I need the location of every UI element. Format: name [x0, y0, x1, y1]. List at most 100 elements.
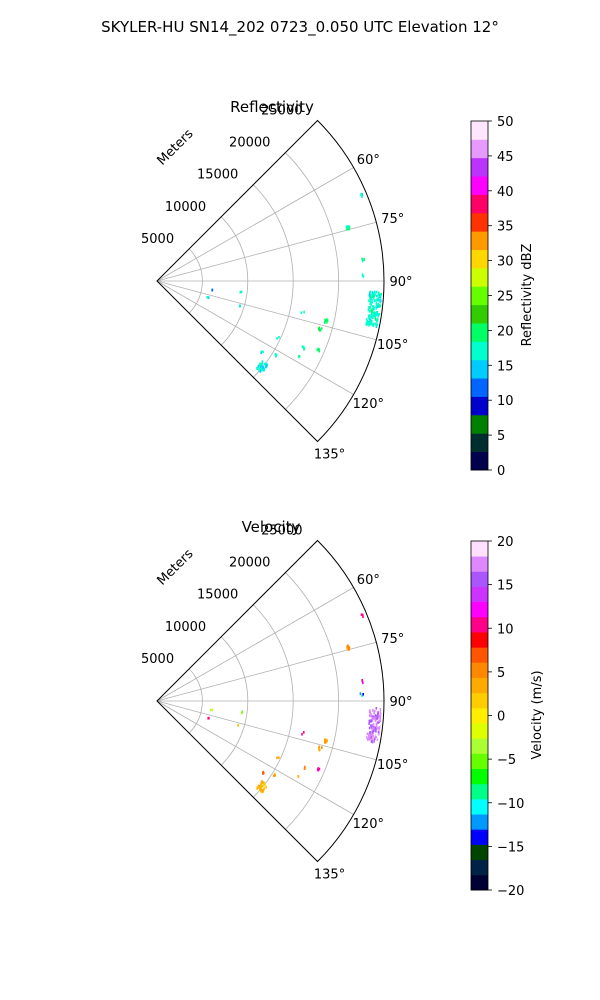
radar-gate	[361, 193, 363, 196]
r-tick-label: 5000	[141, 232, 174, 247]
radar-gate	[378, 313, 381, 316]
radar-gate	[378, 297, 380, 300]
theta-tick-label: 60°	[357, 153, 380, 168]
colorbar-tick-label: 15	[497, 359, 514, 374]
theta-tick-label: 75°	[381, 212, 404, 227]
radar-gate	[257, 365, 260, 368]
radar-gate	[376, 716, 379, 719]
radar-gate	[373, 737, 376, 741]
radar-gate	[377, 726, 379, 730]
colorbar-label: Velocity (m/s)	[530, 670, 545, 759]
colorbar-swatch	[471, 874, 488, 891]
radar-gate	[317, 767, 320, 771]
radar-gate	[378, 715, 380, 718]
colorbar-tick-label: 25	[497, 290, 514, 305]
radar-gate	[318, 348, 320, 351]
colorbar-swatch	[471, 212, 488, 232]
colorbar-swatch	[471, 433, 488, 453]
radar-gate	[369, 318, 371, 321]
theta-gridline	[156, 280, 354, 395]
radar-gate	[374, 313, 377, 316]
radar-gate	[366, 319, 368, 323]
radar-gate	[372, 305, 375, 308]
figure-title: SKYLER-HU SN14_202 0723_0.050 UTC Elevat…	[101, 18, 499, 37]
radar-gate	[241, 710, 244, 714]
radar-gate	[323, 321, 326, 324]
radar-gate	[262, 770, 264, 774]
radar-gate	[370, 724, 372, 727]
radar-gate	[370, 734, 373, 737]
radar-gate	[316, 348, 319, 352]
sector-frame	[156, 119, 385, 443]
radar-gate	[301, 733, 303, 736]
theta-tick-label: 105°	[377, 758, 408, 773]
radar-gate	[261, 785, 264, 788]
radar-gate	[240, 290, 243, 294]
colorbar-swatch	[471, 707, 488, 724]
radar-gate	[237, 724, 239, 727]
radar-gate	[259, 364, 262, 367]
radar-gate	[239, 291, 242, 294]
r-gridline	[253, 184, 294, 378]
radar-gate	[366, 738, 369, 741]
radar-gate	[373, 299, 376, 302]
radar-gate	[362, 693, 364, 696]
colorbar-swatch	[471, 829, 488, 845]
radar-gate	[375, 299, 377, 302]
radar-gate	[373, 293, 376, 296]
radar-gate	[304, 766, 306, 770]
radar-gate	[375, 737, 378, 741]
radar-gate	[371, 322, 373, 326]
radar-gate	[375, 304, 378, 307]
radar-gate	[324, 740, 326, 744]
radar-gate	[361, 613, 364, 617]
radar-gate	[371, 723, 374, 727]
radar-gate	[367, 308, 370, 311]
radar-gate	[303, 310, 305, 314]
r-gridline	[253, 604, 294, 798]
radar-gate	[370, 736, 373, 739]
radar-gate	[374, 317, 377, 321]
radar-gate	[379, 719, 382, 722]
radar-gate	[373, 311, 376, 314]
colorbar-swatch	[471, 601, 488, 618]
radar-gate	[361, 259, 364, 263]
radar-gate	[366, 732, 369, 736]
radar-gate	[371, 293, 374, 296]
radar-gate	[278, 336, 280, 339]
radar-gate	[346, 227, 348, 231]
radar-gate	[265, 785, 267, 789]
colorbar-swatch	[471, 414, 488, 434]
radar-gate	[377, 731, 380, 734]
radar-gate	[379, 294, 382, 297]
radar-gate	[367, 321, 369, 324]
colorbar-tick-label: 5	[497, 666, 505, 681]
radar-gate	[318, 767, 321, 771]
r-tick-label: 10000	[165, 620, 206, 635]
colorbar-swatch	[471, 231, 488, 250]
radar-gate	[376, 294, 378, 298]
radar-gate	[371, 736, 374, 740]
theta-gridline	[156, 641, 377, 702]
radar-gate	[372, 729, 375, 733]
theta-gridline	[156, 167, 354, 282]
colorbar-tick-label: 15	[497, 579, 514, 594]
radar-gate	[379, 716, 381, 720]
radar-gate	[375, 325, 378, 328]
radar-gate	[361, 694, 363, 698]
radar-gate	[346, 647, 349, 651]
colorbar-tick-label: 45	[497, 150, 514, 165]
radar-gate	[368, 722, 370, 725]
radar-gate	[260, 787, 262, 791]
theta-gridline	[156, 587, 354, 702]
colorbar-tick-label: 30	[497, 255, 514, 270]
radar-gate	[379, 714, 382, 717]
colorbar-swatch	[471, 267, 488, 287]
radar-gate	[258, 368, 260, 372]
radar-gate	[369, 712, 371, 716]
radar-gate	[368, 293, 371, 297]
radar-gate	[260, 368, 262, 371]
radar-gate	[370, 714, 373, 718]
colorbar-swatch	[471, 723, 488, 739]
